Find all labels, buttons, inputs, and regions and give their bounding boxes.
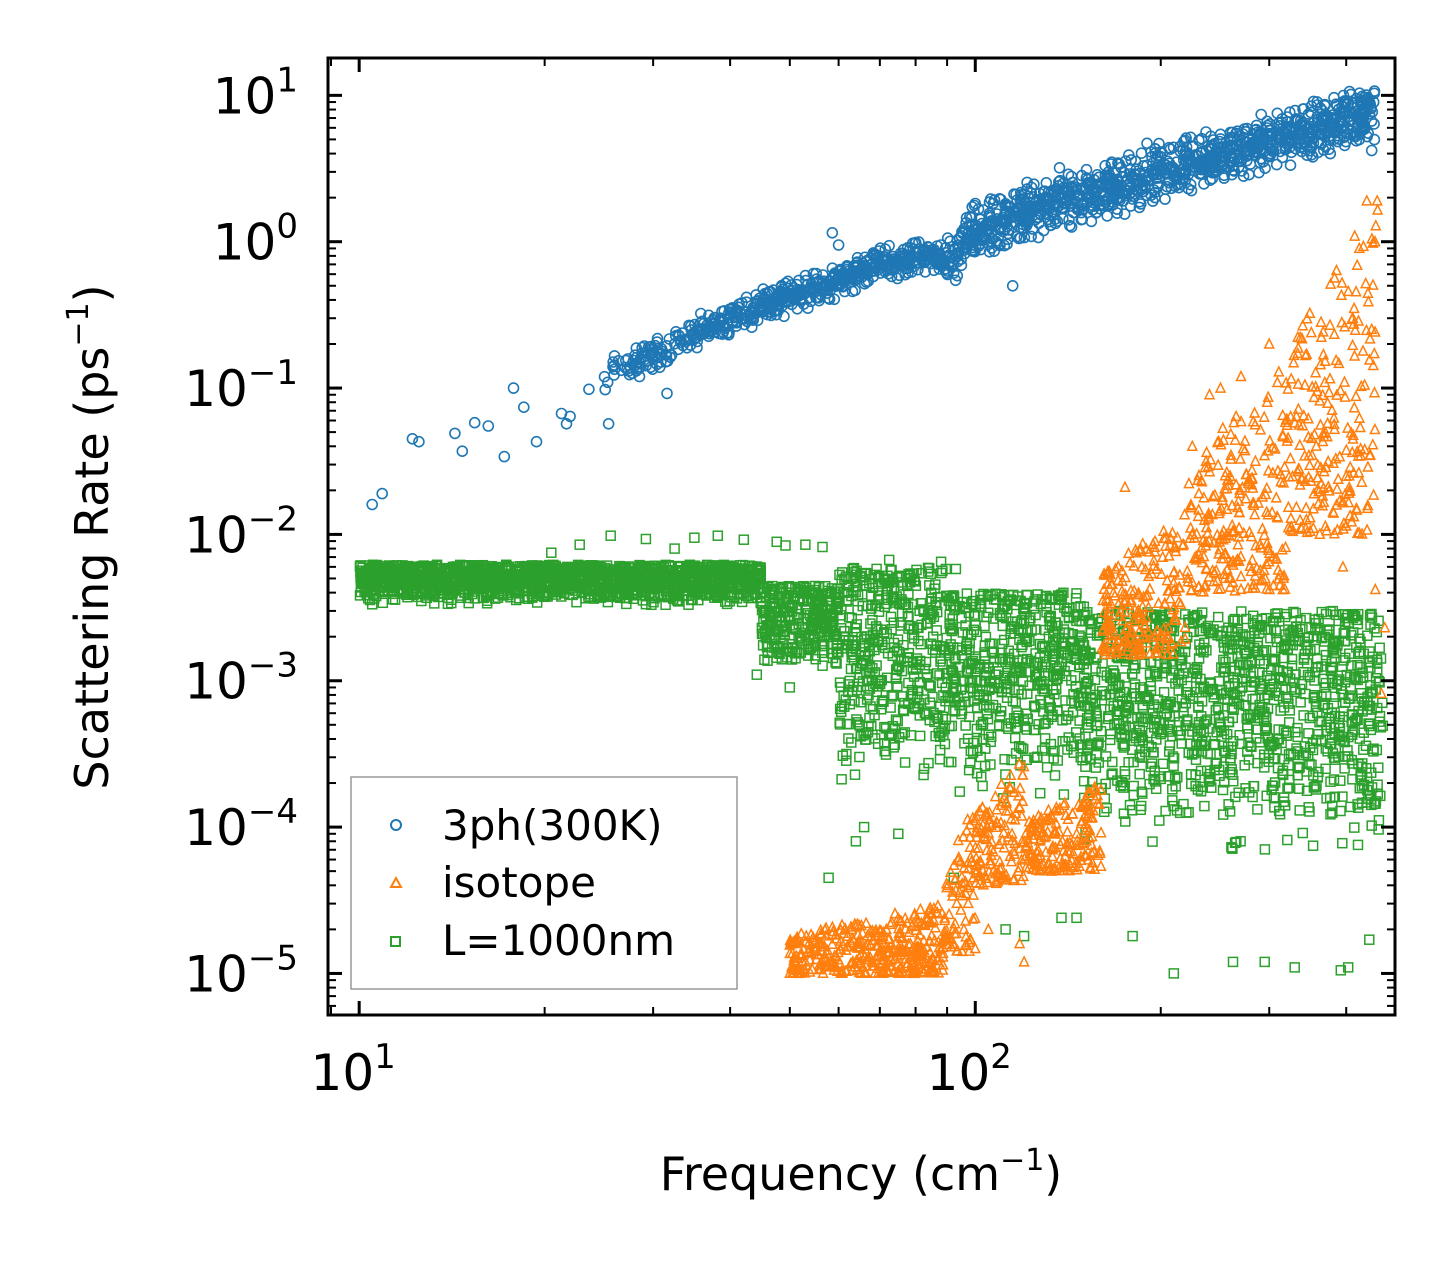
series-2-square-marker <box>357 573 369 585</box>
series-2-square-marker <box>675 572 687 584</box>
series-2-square-marker <box>698 583 710 594</box>
series-2-square-marker <box>648 574 659 586</box>
series-2-square-marker <box>679 590 690 602</box>
series-2-square-marker <box>658 578 670 590</box>
data-marks <box>354 85 1391 979</box>
series-2-square-marker <box>462 592 473 604</box>
series-2-square-marker <box>443 592 454 604</box>
series-2-square-marker <box>614 560 625 572</box>
series-2-square-marker <box>435 568 447 580</box>
series-2-square-marker <box>523 593 534 605</box>
series-2-square-marker <box>582 588 594 600</box>
series-2-square-marker <box>614 576 625 588</box>
series-2-square-marker <box>364 573 376 585</box>
series-2-square-marker <box>355 567 367 578</box>
series-2-square-marker <box>363 593 374 604</box>
series-2-square-marker <box>497 576 509 588</box>
series-2-square-marker <box>722 587 734 598</box>
series-2-square-marker <box>467 560 479 571</box>
series-2-square-marker <box>690 589 701 600</box>
series-2-square-marker <box>469 581 481 593</box>
series-2-square-marker <box>736 589 747 600</box>
series-2-square-marker <box>590 564 601 576</box>
series-2-square-marker <box>555 581 567 592</box>
series-2-square-marker <box>602 596 614 608</box>
series-2-square-marker <box>544 559 555 571</box>
series-2-square-marker <box>425 561 437 572</box>
series-2-square-marker <box>427 574 438 585</box>
series-2-square-marker <box>407 566 418 578</box>
series-2-square-marker <box>665 590 677 602</box>
series-2-square-marker <box>355 560 366 571</box>
series-2-square-marker <box>595 566 607 577</box>
series-2-square-marker <box>421 592 433 604</box>
series-2-square-marker <box>716 589 728 601</box>
series-2-square-marker <box>445 594 457 606</box>
series-2-square-marker <box>428 576 440 588</box>
series-2-square-marker <box>377 597 389 609</box>
series-2-square-marker <box>621 598 632 610</box>
series-2-square-marker <box>383 561 394 572</box>
series-2-square-marker <box>669 575 681 586</box>
series-2-square-marker <box>601 586 612 597</box>
series-2-square-marker <box>455 583 466 595</box>
series-2-square-marker <box>687 567 699 579</box>
series-2-square-marker <box>641 576 653 587</box>
series-2-square-marker <box>416 595 427 607</box>
series-2-square-marker <box>624 562 635 574</box>
series-2-square-marker <box>500 561 511 573</box>
series-2-square-marker <box>741 590 752 602</box>
series-2-square-marker <box>660 599 671 611</box>
series-2-square-marker <box>497 588 508 599</box>
series-2-square-marker <box>715 560 727 572</box>
series-2-square-marker <box>480 591 492 602</box>
series-2-square-marker <box>663 560 675 571</box>
